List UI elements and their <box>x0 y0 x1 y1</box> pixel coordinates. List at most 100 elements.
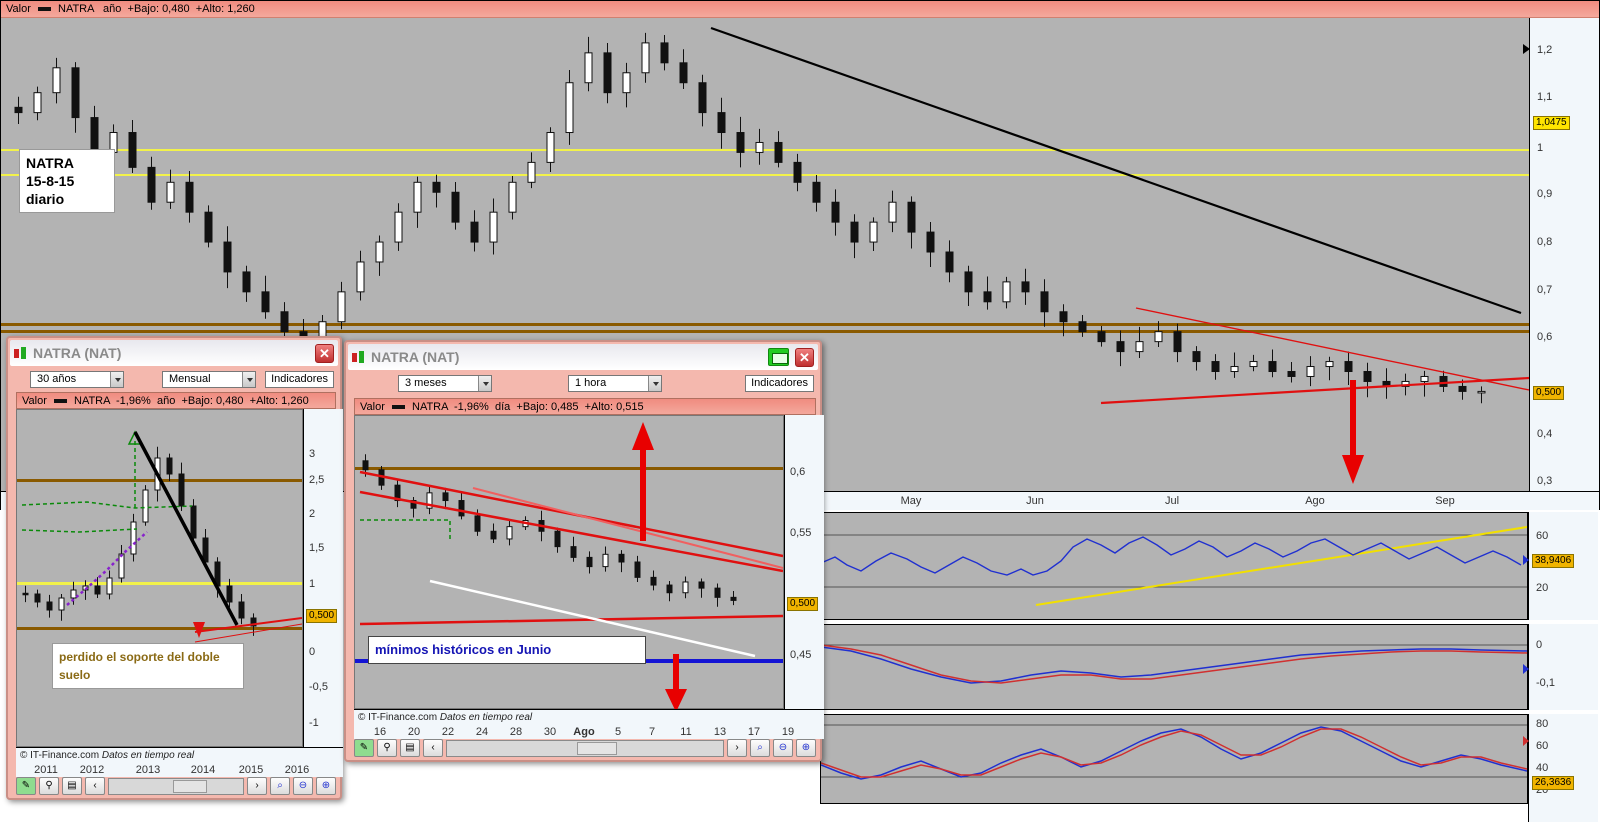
chevron-down-icon[interactable] <box>648 375 661 391</box>
time-tick: 30 <box>543 726 557 738</box>
valbar-symbol: NATRA <box>412 401 448 413</box>
price-tick: 1,2 <box>1537 44 1553 56</box>
window-hourly-toolbar: 3 meses 1 hora Indicadores <box>346 372 820 394</box>
window-monthly-time-axis[interactable]: © IT-Finance.com Datos en tiempo real 20… <box>16 747 343 777</box>
time-tick: Sep <box>1435 495 1455 507</box>
valbar-low: +Bajo: 0,485 <box>516 401 579 413</box>
credit-text: © IT-Finance.com <box>20 750 100 761</box>
chevron-down-icon[interactable] <box>242 371 255 387</box>
window-monthly-footer-toolbar: ✎ ⚲ ▤ ‹ › ⌕ ⊖ ⊕ <box>12 774 340 798</box>
breakdown-arrow-down <box>1342 380 1364 484</box>
time-tick: 7 <box>648 726 656 738</box>
price-tick: -1 <box>309 717 319 729</box>
valbar-period: año <box>103 3 122 15</box>
alerts-icon[interactable]: ⚲ <box>39 777 59 795</box>
indicators-button[interactable]: Indicadores <box>265 370 334 388</box>
rsi-line <box>821 536 1522 576</box>
indicators-button[interactable]: Indicadores <box>745 374 814 392</box>
zoom-fit-icon[interactable]: ⌕ <box>270 777 290 795</box>
window-monthly-toolbar: 30 años Mensual Indicadores <box>8 368 340 390</box>
stoch-tick: 40 <box>1536 762 1549 774</box>
valbar-label: Valor <box>22 395 47 407</box>
valbar-low: +Bajo: 0,480 <box>127 3 190 15</box>
window-hourly[interactable]: NATRA (NAT) ✕ 3 meses 1 hora Indicadores… <box>344 340 824 762</box>
time-tick: Jul <box>1164 495 1180 507</box>
scroll-right-icon[interactable]: › <box>727 739 747 757</box>
scroll-left-icon[interactable]: ‹ <box>85 777 105 795</box>
horizontal-scrollbar[interactable] <box>446 739 724 757</box>
window-monthly-titlebar[interactable]: NATRA (NAT) ✕ <box>10 340 338 366</box>
price-badge-high: 1,0475 <box>1533 116 1570 130</box>
rsi-axis[interactable]: 60 20 38,9406 <box>1523 512 1598 620</box>
support-line-yellow-2 <box>1 174 1529 176</box>
downtrend-line-black <box>710 26 1522 315</box>
series-color-swatch <box>37 7 51 12</box>
properties-icon[interactable]: ▤ <box>62 777 82 795</box>
main-price-axis[interactable]: 1,2 1,1 1 0,9 0,8 0,7 0,6 0,4 0,3 1,0475… <box>1523 18 1599 491</box>
rsi-value-badge: 38,9406 <box>1532 554 1575 568</box>
interval-select[interactable]: Mensual <box>162 370 256 388</box>
close-icon[interactable]: ✕ <box>795 347 814 367</box>
close-icon[interactable]: ✕ <box>315 343 334 363</box>
zoom-fit-icon[interactable]: ⌕ <box>750 739 770 757</box>
indicator-panel-stochastic[interactable] <box>820 714 1528 804</box>
window-monthly[interactable]: NATRA (NAT) ✕ 30 años Mensual Indicadore… <box>6 336 343 800</box>
draw-tools-icon[interactable]: ✎ <box>16 777 36 795</box>
alerts-icon[interactable]: ⚲ <box>377 739 397 757</box>
breakdown-arrow-hourly <box>665 654 687 712</box>
zoom-in-icon[interactable]: ⊕ <box>796 739 816 757</box>
window-hourly-titlebar[interactable]: NATRA (NAT) ✕ <box>348 344 818 370</box>
stoch-pointer-arrow <box>1523 736 1529 746</box>
window-monthly-note-text: perdido el soporte del doble suelo <box>59 650 220 682</box>
red-trendline-1 <box>194 617 302 633</box>
price-tick: 2,5 <box>309 474 325 486</box>
valbar-high: +Alto: 0,515 <box>584 401 644 413</box>
macd-axis[interactable]: 0 -0,1 <box>1523 624 1598 710</box>
time-tick: 19 <box>781 726 795 738</box>
valbar-label: Valor <box>360 401 385 413</box>
rsi-svg <box>821 526 1527 606</box>
window-monthly-plot[interactable] <box>16 409 303 747</box>
channel-mid-red <box>359 490 783 573</box>
window-monthly-price-axis[interactable]: 3 2,5 2 1,5 1 0,500 0 -0,5 -1 <box>303 409 343 747</box>
price-tick: 0,6 <box>1537 331 1553 343</box>
stochastic-axis[interactable]: 80 60 40 20 26,3636 <box>1523 714 1598 822</box>
scroll-right-icon[interactable]: › <box>247 777 267 795</box>
valbar-period: año <box>156 395 176 407</box>
scrollbar-thumb[interactable] <box>577 741 617 755</box>
resistance-line-brown <box>355 467 783 470</box>
zoom-out-icon[interactable]: ⊖ <box>773 739 793 757</box>
chevron-down-icon[interactable] <box>110 371 123 387</box>
print-icon[interactable] <box>768 348 789 366</box>
series-color-swatch <box>53 399 67 404</box>
draw-tools-icon[interactable]: ✎ <box>354 739 374 757</box>
range-select[interactable]: 3 meses <box>398 374 492 392</box>
time-tick: 2015 <box>238 764 264 776</box>
window-hourly-plot[interactable] <box>354 415 784 709</box>
indicator-panel-macd[interactable] <box>820 624 1528 710</box>
indicator-panel-rsi[interactable] <box>820 512 1528 620</box>
properties-icon[interactable]: ▤ <box>400 739 420 757</box>
time-tick: 22 <box>441 726 455 738</box>
time-tick: 17 <box>747 726 761 738</box>
candle-icon <box>352 350 366 364</box>
time-tick: 28 <box>509 726 523 738</box>
valbar-label: Valor <box>6 3 31 15</box>
price-tick: 0,4 <box>1537 428 1553 440</box>
price-badge-last: 0,500 <box>787 597 819 611</box>
note-line-date: 15-8-15 <box>26 173 75 189</box>
time-tick: 2016 <box>284 764 310 776</box>
window-hourly-time-axis[interactable]: © IT-Finance.com Datos en tiempo real 16… <box>354 709 824 739</box>
price-tick: 0,9 <box>1537 188 1553 200</box>
range-select[interactable]: 30 años <box>30 370 124 388</box>
window-hourly-price-axis[interactable]: 0,6 0,55 0,500 0,45 <box>784 415 824 709</box>
price-tick: 1,5 <box>309 542 325 554</box>
interval-select[interactable]: 1 hora <box>568 374 662 392</box>
chevron-down-icon[interactable] <box>478 375 491 391</box>
scrollbar-thumb[interactable] <box>173 779 207 793</box>
zoom-out-icon[interactable]: ⊖ <box>293 777 313 795</box>
horizontal-scrollbar[interactable] <box>108 777 244 795</box>
support-line-yellow <box>17 582 302 585</box>
scroll-left-icon[interactable]: ‹ <box>423 739 443 757</box>
zoom-in-icon[interactable]: ⊕ <box>316 777 336 795</box>
